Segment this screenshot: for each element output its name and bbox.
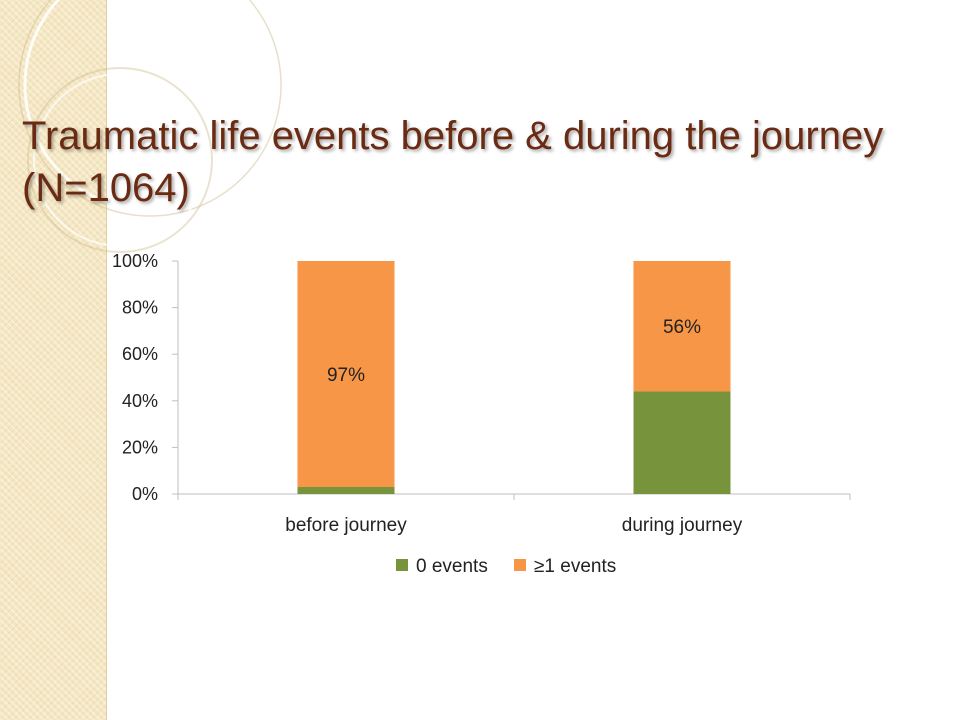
category-label: during journey <box>622 515 743 536</box>
legend-swatch <box>514 559 526 571</box>
slide-title: Traumatic life events before & during th… <box>22 114 884 210</box>
legend-label: 0 events <box>416 556 488 577</box>
bar-segment <box>297 487 395 494</box>
bar-segment <box>633 391 731 494</box>
bar-segment <box>297 261 395 488</box>
y-tick-label: 20% <box>122 437 158 457</box>
y-tick-label: 80% <box>122 298 158 318</box>
legend-label: ≥1 events <box>534 556 616 577</box>
bar-segment <box>633 261 731 392</box>
y-tick-label: 40% <box>122 391 158 411</box>
y-tick-label: 0% <box>132 484 158 504</box>
category-label: before journey <box>285 515 407 536</box>
legend-swatch <box>396 559 408 571</box>
y-tick-label: 100% <box>112 251 158 271</box>
data-label: 97% <box>327 365 365 386</box>
data-label: 56% <box>663 317 701 338</box>
y-tick-label: 60% <box>122 344 158 364</box>
